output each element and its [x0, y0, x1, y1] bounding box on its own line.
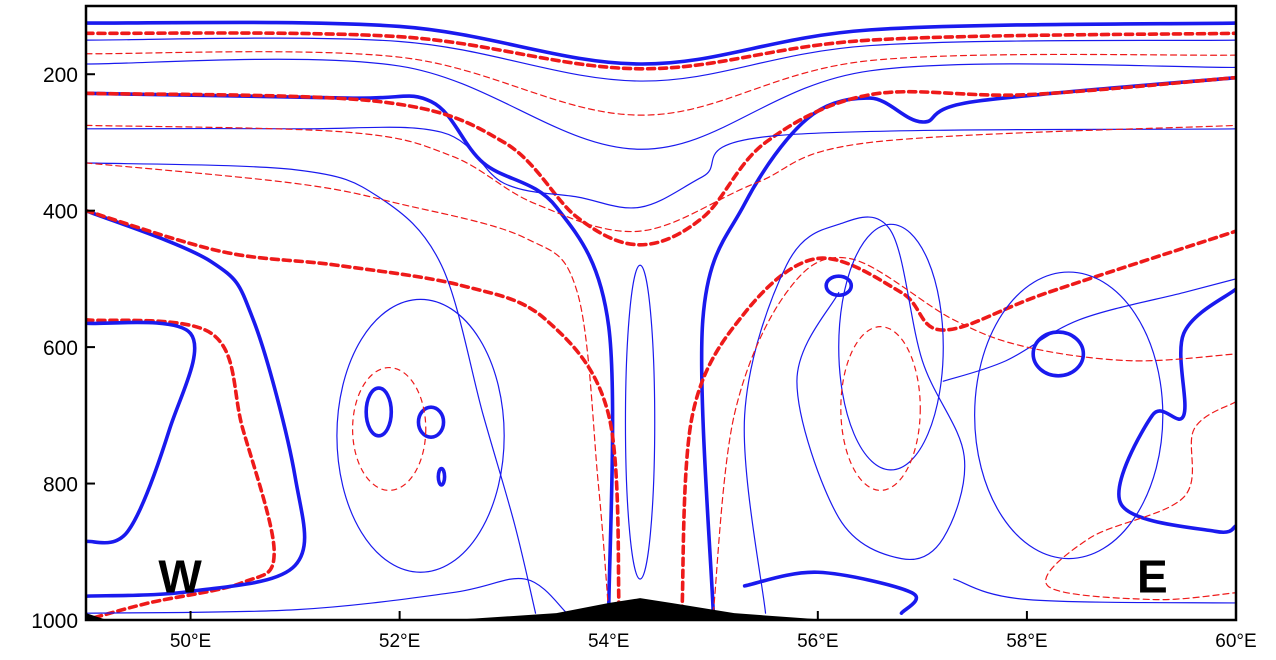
y-tick-label-1: 400 — [43, 201, 78, 224]
contour-line-23 — [953, 578, 1236, 604]
x-tick-label-2: 54°E — [588, 631, 629, 652]
closed-contour-3 — [824, 274, 854, 298]
x-tick-label-5: 60°E — [1215, 631, 1256, 652]
contour-line-19 — [942, 278, 1236, 382]
closed-contour-0 — [364, 386, 394, 438]
contour-line-21 — [712, 256, 1236, 614]
contour-line-14 — [680, 229, 1236, 615]
closed-contour-7 — [840, 326, 921, 491]
contour-line-12 — [86, 208, 307, 598]
closed-contour-10 — [336, 298, 505, 573]
plot-frame — [84, 4, 1238, 622]
closed-contour-1 — [416, 405, 446, 439]
contour-line-9 — [86, 124, 1236, 233]
y-tick-label-4: 1000 — [31, 610, 78, 633]
terrain-west-edge — [86, 613, 107, 620]
contour-line-15 — [1117, 287, 1236, 534]
contour-line-10 — [86, 318, 276, 620]
contour-line-0 — [86, 20, 1236, 66]
closed-contour-2 — [436, 466, 447, 487]
annotation-label-0: W — [158, 551, 202, 603]
x-tick-label-1: 52°E — [379, 631, 420, 652]
contour-line-22 — [1045, 401, 1236, 601]
terrain-mountain — [451, 598, 829, 620]
y-tick-label-0: 200 — [43, 64, 78, 87]
contour-line-11 — [86, 320, 197, 545]
contour-line-18 — [743, 216, 966, 614]
contour-line-17 — [86, 162, 537, 614]
contour-line-13 — [86, 208, 621, 615]
y-tick-label-3: 800 — [43, 474, 78, 497]
closed-contour-5 — [624, 264, 656, 580]
x-tick-label-3: 56°E — [797, 631, 838, 652]
x-tick-label-4: 58°E — [1006, 631, 1047, 652]
closed-contour-6 — [838, 223, 944, 471]
contour-line-4 — [86, 58, 1236, 150]
contour-line-2 — [86, 37, 1236, 82]
plot-area — [86, 20, 1236, 620]
contour-line-1 — [86, 31, 1236, 71]
closed-contour-8 — [974, 271, 1164, 560]
contour-line-3 — [86, 51, 1236, 116]
contour-line-6 — [699, 75, 1236, 615]
contour-line-7 — [86, 75, 1236, 247]
axes: 200 400 600 800 1000 50°E 52°E 54°E 56°E 58°E 60°E — [31, 64, 1256, 652]
contour-line-16 — [742, 570, 919, 615]
contour-line-20 — [86, 162, 610, 614]
annotation-label-1: E — [1137, 551, 1168, 603]
x-tick-label-0: 50°E — [170, 631, 211, 652]
closed-contour-9 — [351, 366, 427, 491]
closed-contour-4 — [1031, 330, 1086, 378]
y-tick-label-2: 600 — [43, 337, 78, 360]
contour-line-8 — [86, 126, 1236, 209]
contour-line-5 — [86, 91, 615, 615]
contour-line-24 — [86, 577, 568, 614]
